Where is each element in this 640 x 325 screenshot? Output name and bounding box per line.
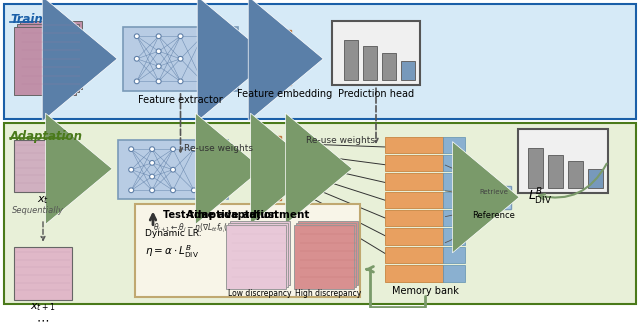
Bar [20, 21, 82, 89]
Text: Low discrepancy: Low discrepancy [228, 289, 292, 298]
Text: High discrepancy: High discrepancy [295, 289, 361, 298]
Bar [548, 155, 563, 188]
Bar [385, 265, 443, 281]
Bar [296, 223, 356, 287]
Bar [385, 228, 443, 245]
Circle shape [170, 188, 175, 193]
Circle shape [191, 147, 196, 151]
Bar [363, 46, 377, 80]
Text: Reference: Reference [472, 212, 515, 220]
Bar [298, 221, 358, 285]
Bar [385, 136, 443, 153]
Circle shape [170, 167, 175, 172]
Bar [228, 223, 288, 287]
Text: Adaptation: Adaptation [10, 130, 83, 143]
Bar [401, 61, 415, 80]
Bar [443, 228, 465, 245]
Circle shape [178, 79, 183, 84]
Text: Test-time adaptation: Test-time adaptation [163, 211, 278, 220]
Text: $\cdots$: $\cdots$ [36, 313, 49, 325]
Text: Adaptive adjustment: Adaptive adjustment [186, 210, 309, 220]
Bar [443, 136, 465, 153]
Bar [226, 225, 286, 289]
Text: Retrieve: Retrieve [479, 189, 508, 195]
Bar [344, 40, 358, 80]
Bar [528, 148, 543, 188]
Text: $L^B_{\rm DIV}$: $L^B_{\rm DIV}$ [528, 187, 552, 207]
Bar [278, 30, 291, 85]
Text: $x_{t+1}$: $x_{t+1}$ [30, 302, 56, 313]
Circle shape [129, 147, 134, 151]
Bar [332, 21, 420, 85]
Text: Dynamic LR:: Dynamic LR: [145, 228, 202, 238]
Circle shape [134, 57, 140, 61]
Circle shape [150, 174, 155, 179]
Text: Sequentially: Sequentially [12, 206, 64, 215]
Bar [4, 123, 636, 304]
Circle shape [150, 188, 155, 193]
Bar [382, 53, 396, 80]
Text: Memory bank: Memory bank [392, 286, 458, 296]
Bar [385, 173, 443, 190]
Bar [477, 186, 511, 209]
Text: $x_t$: $x_t$ [37, 194, 49, 206]
Circle shape [200, 34, 205, 39]
Circle shape [191, 188, 196, 193]
Bar [443, 173, 465, 190]
Circle shape [156, 49, 161, 54]
Bar [568, 161, 583, 188]
Bar [385, 247, 443, 263]
Text: Re-use weights: Re-use weights [184, 144, 253, 153]
Circle shape [134, 34, 140, 39]
Circle shape [134, 79, 140, 84]
Circle shape [150, 147, 155, 151]
Bar [4, 4, 636, 120]
Bar [518, 129, 608, 193]
Circle shape [156, 79, 161, 84]
Bar [118, 140, 228, 199]
Circle shape [178, 34, 183, 39]
Bar [230, 221, 290, 285]
Circle shape [129, 167, 134, 172]
Bar [385, 192, 443, 208]
Circle shape [129, 188, 134, 193]
Circle shape [200, 79, 205, 84]
Circle shape [150, 161, 155, 165]
Bar [14, 247, 72, 300]
Bar [443, 155, 465, 171]
Bar [14, 27, 76, 95]
Bar [17, 24, 79, 92]
Bar [294, 225, 354, 289]
Bar [588, 169, 603, 188]
Text: $\eta = \alpha \cdot L^B_{\rm DIV}$: $\eta = \alpha \cdot L^B_{\rm DIV}$ [145, 244, 199, 260]
Bar [123, 27, 238, 91]
Bar [268, 136, 281, 200]
Circle shape [212, 147, 218, 151]
Bar [443, 265, 465, 281]
Text: Re-use weights: Re-use weights [306, 136, 375, 145]
Bar [443, 247, 465, 263]
Bar [14, 140, 72, 192]
Bar [135, 204, 360, 297]
Bar [443, 192, 465, 208]
Text: Train: Train [10, 13, 43, 26]
Text: $\theta_{i+1} \leftarrow \theta_i - \eta(\nabla L_{tt} f_{\theta_i}(x_t))$: $\theta_{i+1} \leftarrow \theta_i - \eta… [153, 222, 241, 235]
Circle shape [221, 34, 227, 39]
Circle shape [156, 64, 161, 69]
Text: Prediction head: Prediction head [338, 89, 414, 99]
Circle shape [178, 57, 183, 61]
Text: Feature embedding: Feature embedding [237, 89, 332, 99]
Circle shape [156, 34, 161, 39]
Bar [385, 210, 443, 227]
Bar [385, 155, 443, 171]
Bar [443, 210, 465, 227]
Circle shape [170, 147, 175, 151]
Text: Feature extractor: Feature extractor [138, 95, 223, 105]
